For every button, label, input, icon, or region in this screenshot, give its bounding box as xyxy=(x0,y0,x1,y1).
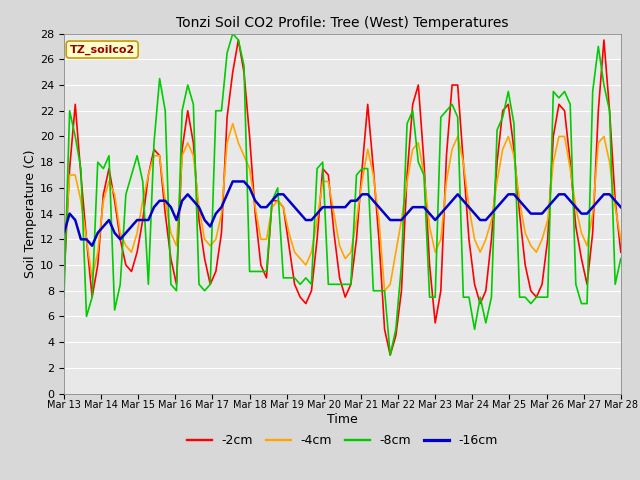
-2cm xyxy=(234,37,242,43)
-8cm xyxy=(387,352,394,358)
-2cm xyxy=(353,237,360,242)
-8cm xyxy=(617,256,625,262)
X-axis label: Time: Time xyxy=(327,413,358,426)
-8cm xyxy=(189,101,197,107)
-16cm xyxy=(88,243,96,249)
Y-axis label: Soil Temperature (C): Soil Temperature (C) xyxy=(24,149,37,278)
-4cm xyxy=(381,288,388,294)
Title: Tonzi Soil CO2 Profile: Tree (West) Temperatures: Tonzi Soil CO2 Profile: Tree (West) Temp… xyxy=(176,16,509,30)
-4cm xyxy=(167,230,175,236)
-2cm xyxy=(403,172,411,178)
-16cm xyxy=(60,230,68,236)
-16cm xyxy=(195,204,203,210)
-16cm xyxy=(600,192,608,197)
-8cm xyxy=(353,172,360,178)
-8cm xyxy=(600,82,608,88)
-16cm xyxy=(229,179,237,184)
-4cm xyxy=(189,153,197,158)
-2cm xyxy=(600,37,608,43)
-4cm xyxy=(60,249,68,255)
-2cm xyxy=(387,352,394,358)
-4cm xyxy=(403,179,411,184)
-4cm xyxy=(600,133,608,139)
-16cm xyxy=(583,211,591,216)
-4cm xyxy=(229,120,237,126)
-2cm xyxy=(189,140,197,146)
Line: -8cm: -8cm xyxy=(64,34,621,355)
Legend: -2cm, -4cm, -8cm, -16cm: -2cm, -4cm, -8cm, -16cm xyxy=(182,429,503,452)
Text: TZ_soilco2: TZ_soilco2 xyxy=(70,44,135,55)
-16cm xyxy=(173,217,180,223)
-2cm xyxy=(583,281,591,287)
Line: -4cm: -4cm xyxy=(64,123,621,291)
-2cm xyxy=(60,275,68,281)
-4cm xyxy=(583,243,591,249)
-8cm xyxy=(229,31,237,36)
-2cm xyxy=(617,249,625,255)
-16cm xyxy=(358,192,366,197)
-8cm xyxy=(60,294,68,300)
-8cm xyxy=(403,120,411,126)
Line: -2cm: -2cm xyxy=(64,40,621,355)
Line: -16cm: -16cm xyxy=(64,181,621,246)
-8cm xyxy=(583,300,591,307)
-16cm xyxy=(617,204,625,210)
-16cm xyxy=(403,211,411,216)
-2cm xyxy=(167,256,175,262)
-8cm xyxy=(167,281,175,287)
-4cm xyxy=(353,217,360,223)
-4cm xyxy=(617,237,625,242)
